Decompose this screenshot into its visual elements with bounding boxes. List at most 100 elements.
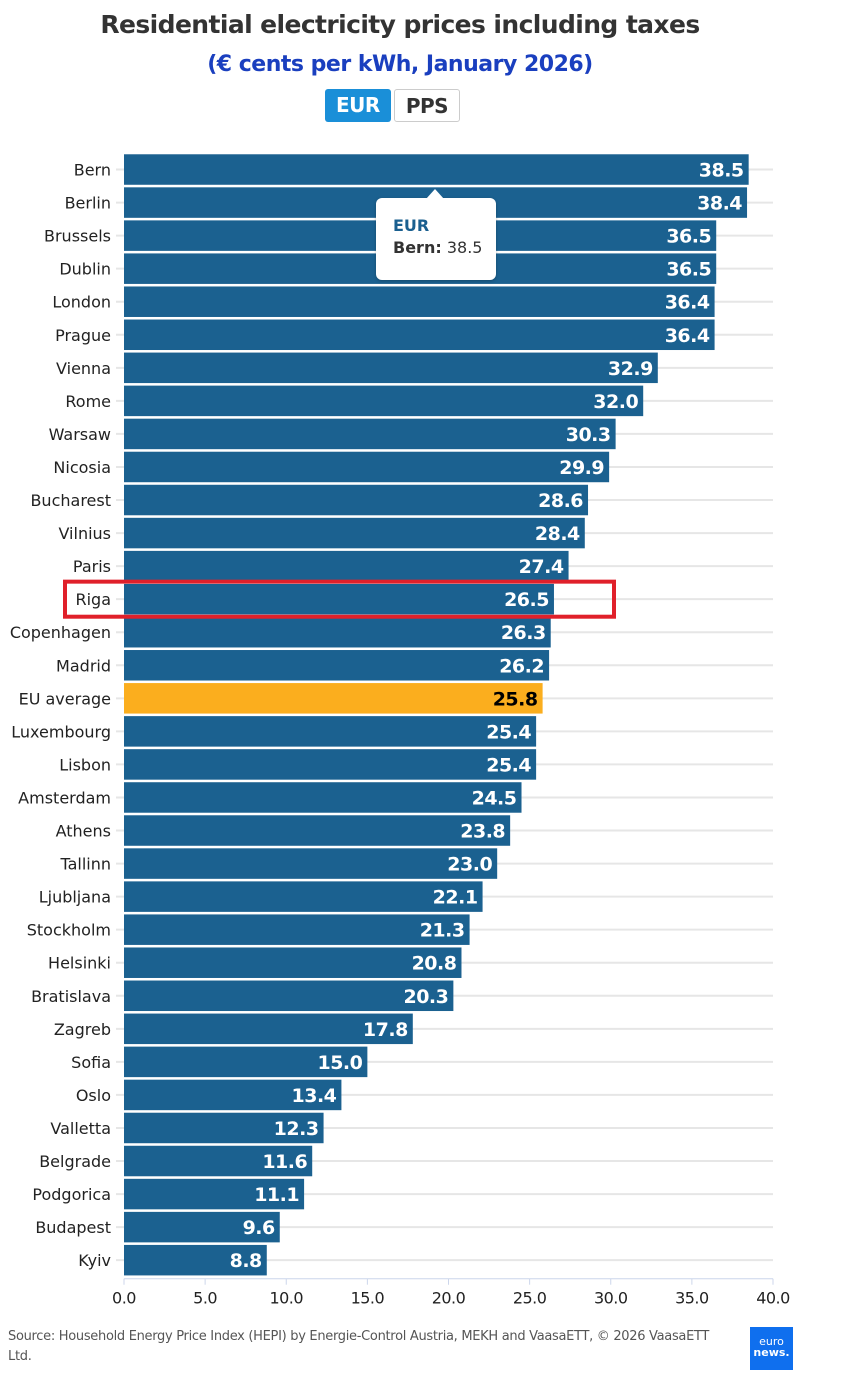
bar[interactable]: [124, 947, 462, 978]
eur-toggle-button[interactable]: EUR: [325, 89, 391, 122]
data-label: 21.3: [420, 920, 465, 942]
category-label: Helsinki: [48, 954, 111, 973]
data-label: 11.6: [262, 1151, 307, 1173]
bar[interactable]: [124, 914, 470, 945]
data-label: 8.8: [230, 1250, 262, 1272]
bar[interactable]: [124, 1244, 267, 1276]
data-label: 9.6: [243, 1217, 275, 1239]
pps-toggle-button[interactable]: PPS: [393, 89, 461, 122]
data-label: 38.4: [697, 193, 742, 215]
data-labels: 38.5 38.4 36.5 36.5 36.4 36.4 32.9 32.0 30.3 29.9…: [230, 160, 745, 1273]
tooltip-category: Bern:: [393, 238, 442, 257]
bar[interactable]: [124, 583, 554, 615]
bar[interactable]: [124, 1178, 305, 1210]
bar[interactable]: [124, 484, 589, 516]
tooltip-arrow: [426, 189, 444, 199]
data-label: 22.1: [433, 887, 478, 909]
data-label: 26.2: [499, 655, 544, 677]
chart-subtitle: (€ cents per kWh, January 2026): [207, 52, 593, 77]
category-label: Amsterdam: [18, 788, 111, 807]
x-tick-label: 35.0: [675, 1289, 709, 1308]
logo-text-news: news.: [753, 1346, 790, 1359]
category-label: Dublin: [59, 260, 111, 279]
category-label: Budapest: [35, 1218, 111, 1237]
tooltip: EUR Bern: 38.5: [376, 189, 496, 280]
bar[interactable]: [124, 1145, 313, 1177]
bar[interactable]: [124, 650, 550, 681]
bar[interactable]: [124, 716, 537, 747]
data-label: 30.3: [566, 424, 611, 446]
data-label: 23.8: [460, 821, 505, 843]
data-label: 15.0: [317, 1052, 362, 1074]
bar[interactable]: [124, 881, 483, 912]
bar[interactable]: [124, 550, 569, 582]
category-label: Prague: [55, 326, 111, 345]
bar[interactable]: [124, 517, 585, 549]
data-label: 25.4: [486, 754, 531, 776]
euronews-logo[interactable]: euro news.: [750, 1327, 793, 1370]
bar[interactable]: [124, 1211, 280, 1243]
bar[interactable]: [124, 1079, 342, 1111]
highlight-box: [63, 579, 616, 619]
x-tick-label: 15.0: [351, 1289, 385, 1308]
category-label: Bern: [74, 161, 111, 180]
data-label: 23.0: [447, 854, 492, 876]
bar[interactable]: [124, 1013, 413, 1045]
currency-toggle: EUR PPS: [325, 89, 461, 122]
data-label: 36.4: [665, 292, 710, 314]
data-label: 17.8: [363, 1019, 408, 1041]
bar[interactable]: [124, 154, 749, 185]
x-tick-label: 5.0: [193, 1289, 217, 1308]
data-label: 11.1: [254, 1184, 299, 1206]
category-label: Madrid: [56, 656, 111, 675]
bar[interactable]: [124, 319, 715, 351]
category-label: Bratislava: [31, 987, 111, 1006]
bar[interactable]: [124, 352, 658, 384]
category-label: Stockholm: [27, 921, 111, 940]
bar[interactable]: [124, 418, 616, 450]
bar[interactable]: [124, 815, 511, 846]
category-label: Valletta: [50, 1119, 111, 1138]
data-label: 36.5: [666, 226, 711, 248]
category-label: Copenhagen: [10, 623, 111, 642]
x-tick-label: 25.0: [513, 1289, 547, 1308]
category-label: Vilnius: [58, 524, 111, 543]
data-label: 32.0: [593, 391, 638, 413]
category-label: Vienna: [56, 359, 111, 378]
bar[interactable]: [124, 749, 537, 780]
x-tick-label: 30.0: [594, 1289, 628, 1308]
category-label: Oslo: [76, 1086, 111, 1105]
bar[interactable]: [124, 782, 522, 813]
bar[interactable]: [124, 451, 610, 483]
category-label: Podgorica: [32, 1185, 111, 1204]
data-label: 28.4: [535, 523, 580, 545]
category-label: Luxembourg: [11, 722, 111, 741]
bar[interactable]: [124, 980, 454, 1012]
category-label: EU average: [19, 689, 111, 708]
bar[interactable]: [124, 1112, 324, 1144]
bars: [124, 154, 749, 1276]
data-label: 32.9: [608, 358, 653, 380]
category-label: Nicosia: [53, 458, 111, 477]
bar[interactable]: [124, 286, 715, 317]
x-tick-label: 40.0: [756, 1289, 790, 1308]
category-label: Bucharest: [30, 491, 111, 510]
category-label: Belgrade: [39, 1152, 111, 1171]
data-label: 12.3: [274, 1118, 319, 1140]
data-label: 38.5: [699, 160, 744, 182]
data-label: 20.8: [412, 953, 457, 975]
bar[interactable]: [124, 616, 551, 648]
category-label: Paris: [73, 557, 111, 576]
logo-text-euro: euro: [759, 1335, 784, 1348]
category-label: Riga: [75, 590, 111, 609]
data-label: 36.4: [665, 325, 710, 347]
bar[interactable]: [124, 848, 498, 879]
bar[interactable]: [124, 385, 644, 417]
bar-eu-average[interactable]: [124, 683, 543, 714]
bar[interactable]: [124, 1046, 368, 1078]
data-label: 13.4: [292, 1085, 337, 1107]
category-label: Sofia: [71, 1053, 111, 1072]
category-labels: Bern Berlin Brussels Dublin London Prague Vien…: [10, 161, 111, 1271]
data-label: 26.3: [501, 622, 546, 644]
x-tick-label: 0.0: [112, 1289, 136, 1308]
